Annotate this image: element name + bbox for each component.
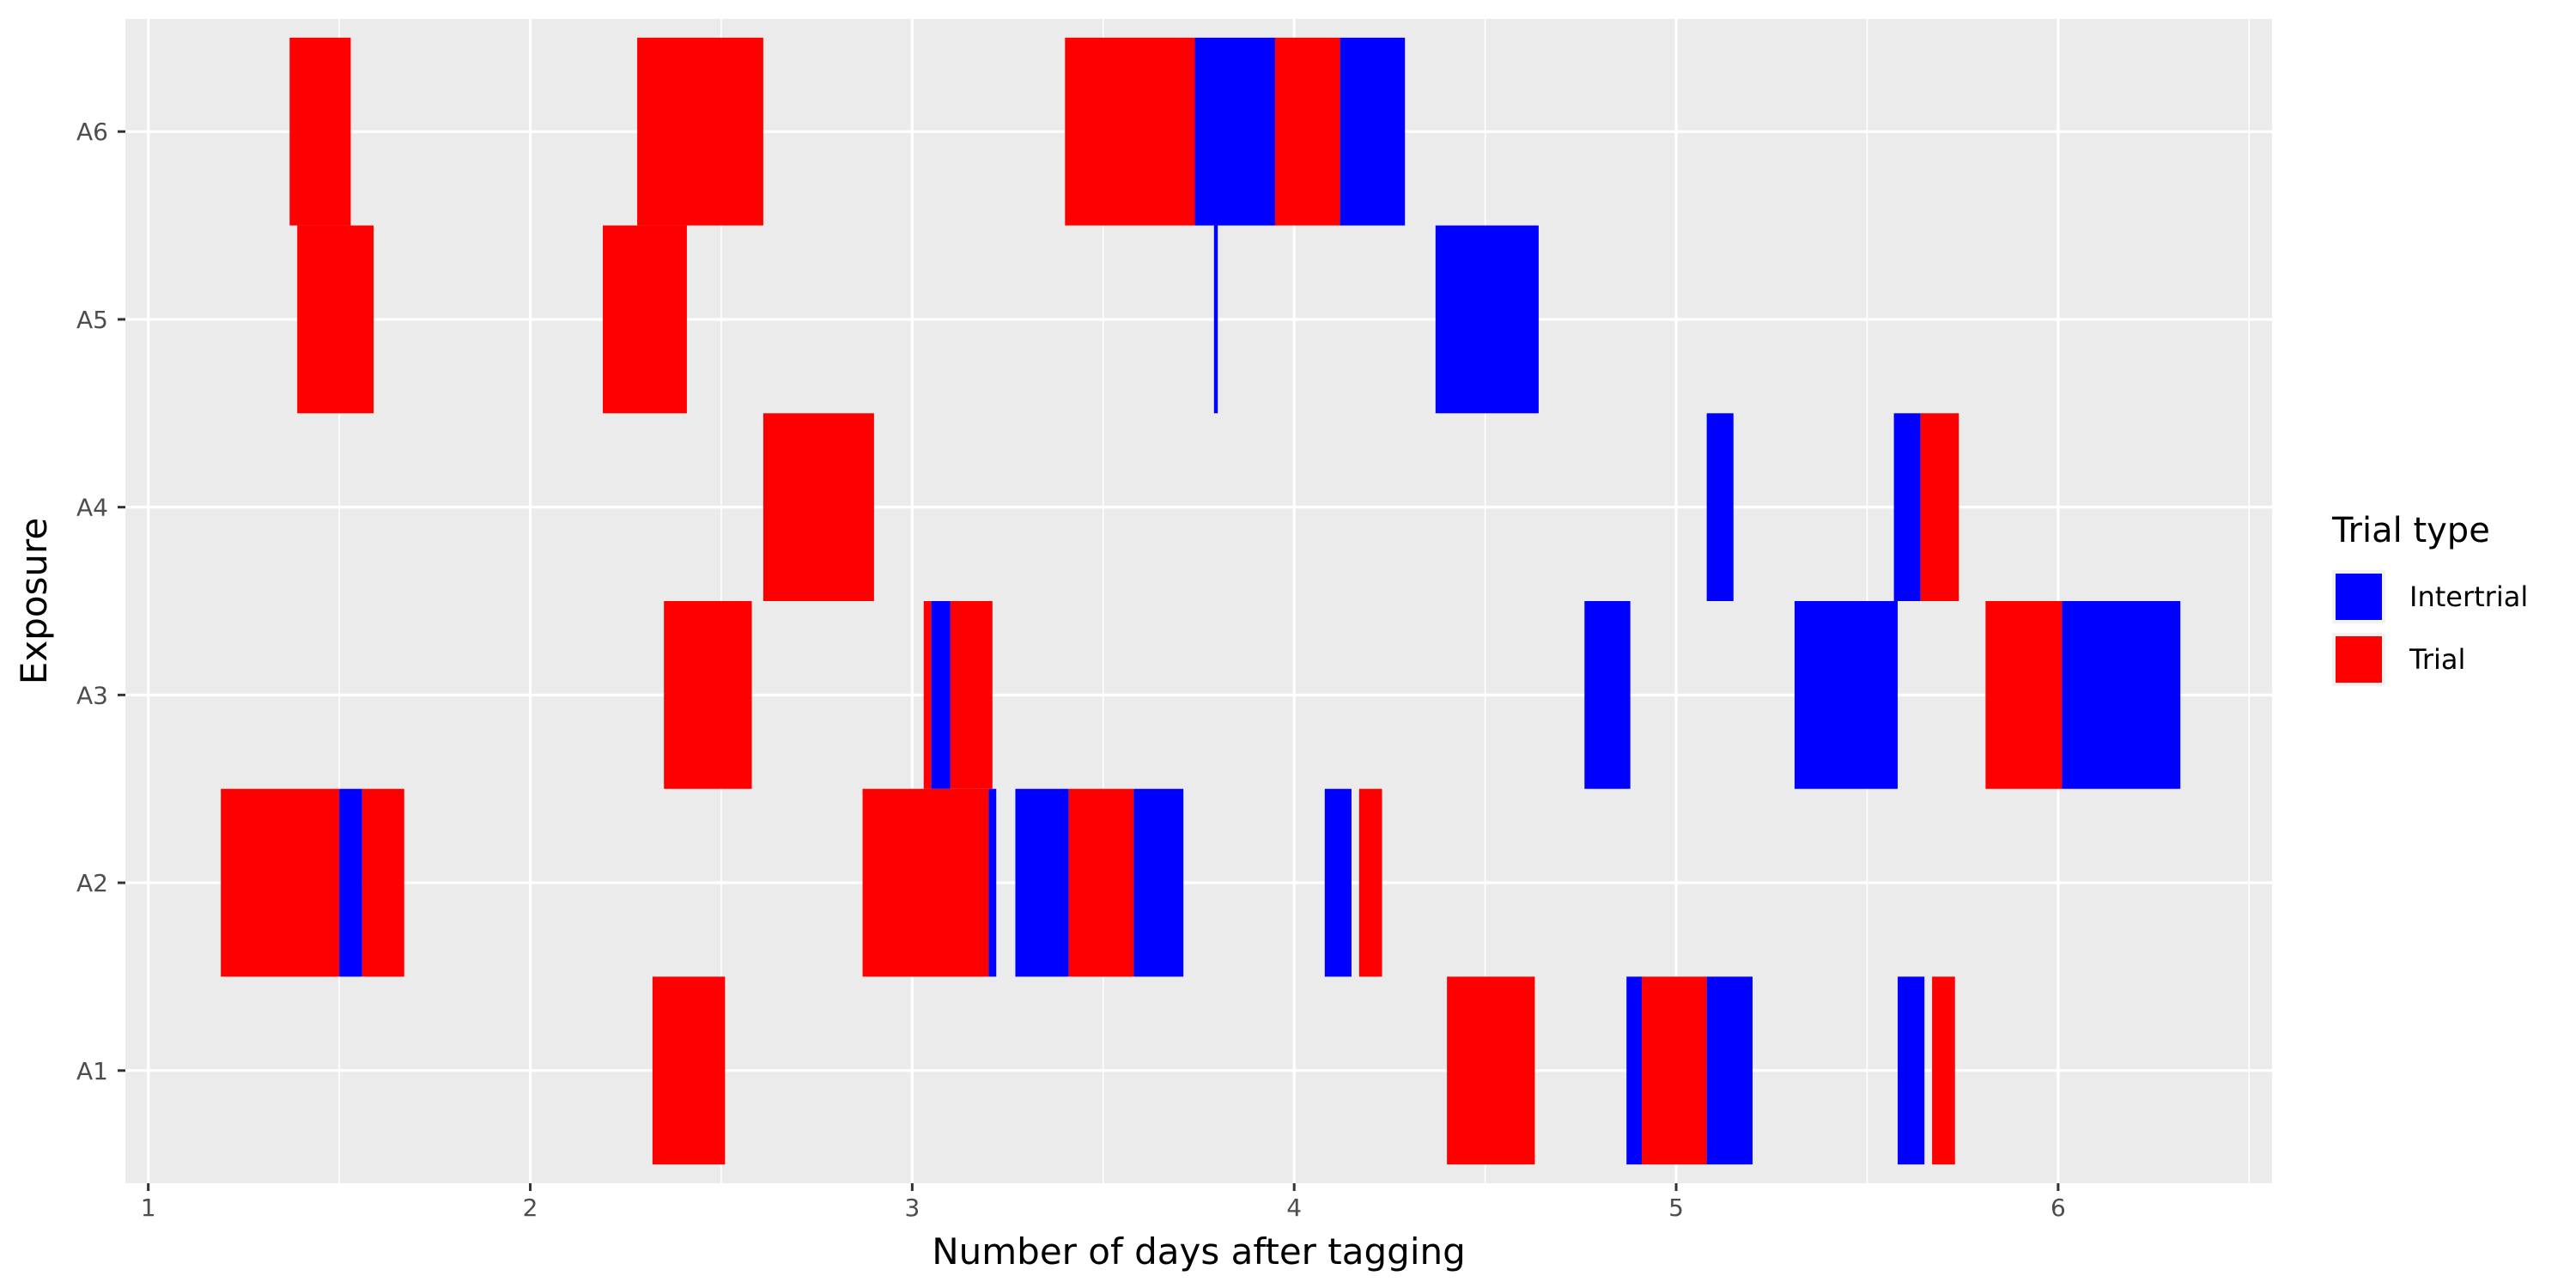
segment-a4-trial [1920, 413, 1959, 601]
segment-a3-trial [923, 601, 932, 789]
segment-a5-trial [297, 225, 374, 414]
segment-a3-intertrial [1794, 601, 1899, 789]
segment-a4-trial [762, 413, 874, 601]
segment-a3-trial [1985, 601, 2063, 789]
segment-a2-intertrial [1324, 788, 1352, 977]
legend-title: Trial type [2331, 511, 2490, 550]
segment-a3-intertrial [1584, 601, 1631, 789]
legend-label-intertrial: Intertrial [2409, 580, 2528, 613]
y-tick-label-a6: A6 [76, 118, 108, 146]
x-axis-title: Number of days after tagging [932, 1230, 1466, 1273]
segment-a2-trial [221, 788, 340, 977]
x-tick-label: 2 [523, 1194, 538, 1222]
segment-a2-trial [1358, 788, 1382, 977]
y-tick-label-a4: A4 [76, 494, 108, 522]
x-tick-label: 1 [141, 1194, 156, 1222]
segment-a2-intertrial [1133, 788, 1184, 977]
segment-a1-trial [1932, 976, 1955, 1165]
legend-label-trial: Trial [2409, 643, 2465, 676]
legend-swatch-trial [2336, 636, 2382, 683]
segment-a3-trial [950, 601, 993, 789]
segment-a6-trial [1065, 37, 1195, 226]
segment-a2-intertrial [1015, 788, 1069, 977]
y-axis-title: Exposure [13, 518, 55, 684]
y-tick-label-a1: A1 [76, 1057, 108, 1085]
segment-a1-intertrial [1626, 976, 1643, 1165]
segment-a6-intertrial [1194, 37, 1275, 226]
segment-a1-trial [1447, 976, 1535, 1165]
segment-a5-intertrial [1213, 225, 1218, 414]
x-tick-label: 6 [2050, 1194, 2066, 1222]
y-tick-label-a2: A2 [76, 869, 108, 897]
y-tick-label-a3: A3 [76, 681, 108, 709]
segment-a1-trial [652, 976, 726, 1165]
segment-a6-trial [637, 37, 763, 226]
segment-a2-trial [361, 788, 404, 977]
x-tick-label: 4 [1286, 1194, 1302, 1222]
x-axis: 1 2 3 4 5 6 [141, 1183, 2066, 1222]
segment-a4-intertrial [1893, 413, 1921, 601]
segment-a1-intertrial [1706, 976, 1753, 1165]
legend-swatch-intertrial [2336, 574, 2382, 620]
segment-a3-trial [664, 601, 752, 789]
y-tick-label-a5: A5 [76, 306, 108, 334]
segment-a1-intertrial [1898, 976, 1925, 1165]
segment-a6-trial [289, 37, 351, 226]
y-axis: A1 A2 A3 A4 A5 A6 [76, 118, 125, 1085]
segment-a2-trial [1068, 788, 1134, 977]
segment-a6-trial [1274, 37, 1340, 226]
x-tick-label: 5 [1668, 1194, 1684, 1222]
x-tick-label: 3 [904, 1194, 920, 1222]
exposure-segments [221, 37, 2181, 1165]
segment-a2-trial [862, 788, 989, 977]
segment-a1-trial [1642, 976, 1707, 1165]
segment-a2-intertrial [339, 788, 362, 977]
segment-a3-intertrial [2062, 601, 2181, 789]
segment-a3-intertrial [931, 601, 951, 789]
segment-a5-trial [603, 225, 687, 414]
segment-a4-intertrial [1706, 413, 1734, 601]
legend: Trial type Intertrial Trial [2331, 511, 2528, 686]
segment-a5-intertrial [1435, 225, 1539, 414]
segment-a6-intertrial [1340, 37, 1406, 226]
segment-a2-intertrial [988, 788, 997, 977]
